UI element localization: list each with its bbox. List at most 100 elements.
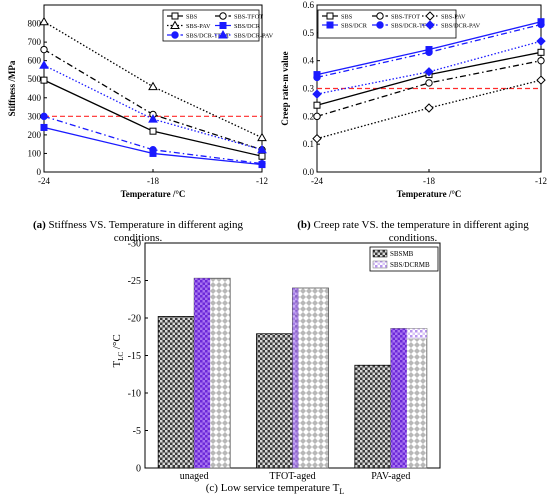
legend-label: SBS/DCR-TFOT — [186, 33, 230, 40]
y-tick-label: 0 — [37, 167, 42, 177]
bar-sbs-dcrmb-shade — [390, 328, 407, 468]
legend: SBS SBS-TFOT SBS-PAV SBS/DCR SBS/DCR-TFOT SBS… — [317, 9, 481, 39]
legend-swatch-marker — [171, 12, 179, 20]
data-point — [148, 114, 158, 123]
y-tick-label: 300 — [28, 111, 42, 121]
x-tick-label: -12 — [256, 176, 268, 186]
data-point — [40, 76, 48, 84]
data-point — [312, 89, 322, 99]
legend-label: SBS-PAV — [186, 23, 211, 30]
y-tick-label: 800 — [28, 19, 42, 29]
y-axis-label: Stiffness /MPa — [7, 60, 17, 116]
bar-sbs-dcrmb-shade — [194, 278, 211, 468]
data-point — [312, 133, 322, 144]
data-point — [537, 20, 545, 29]
legend-swatch — [372, 249, 388, 258]
y-tick-label: 0.1 — [303, 139, 314, 149]
caption-a-letter: (a) — [32, 219, 46, 231]
legend-swatch-marker — [376, 21, 384, 29]
x-tick-label: TFOT-aged — [269, 471, 315, 482]
caption-b-text: Creep rate VS. the temperature in differ… — [313, 219, 529, 231]
data-point — [313, 101, 321, 109]
y-tick-label: 0.6 — [303, 0, 315, 10]
y-tick-label: 200 — [28, 130, 42, 140]
x-axis-label: Temperature /°C — [397, 189, 462, 199]
x-tick-label: -18 — [423, 176, 435, 186]
legend-swatch-marker — [219, 22, 227, 29]
legend: SBS SBS-TFOT SBS-PAV SBS/DCR SBS/DCR-TFOT SBS… — [162, 9, 274, 42]
bar-sbsmb — [354, 364, 392, 469]
y-tick-label: 0 — [136, 464, 141, 475]
x-tick-label: -24 — [38, 176, 50, 186]
y-tick-label: 500 — [28, 74, 42, 84]
caption-b-letter: (b) — [297, 219, 311, 231]
data-point — [537, 48, 545, 56]
legend-label: SBS-TFOT — [391, 14, 420, 21]
bar-sbs-dcrmb-shade — [292, 288, 299, 468]
legend-label: SBS-PAV — [441, 14, 466, 21]
caption-a: (a) Stiffness VS. Temperature in differe… — [0, 219, 276, 245]
stiffness-chart: 0 100 200 300 400 500 600 700 800 -24 -18 -12 Temper… — [7, 4, 274, 199]
legend-label: SBS/DCR-TFOT — [391, 23, 435, 30]
data-point — [40, 45, 48, 54]
series-line — [43, 64, 263, 151]
data-point — [425, 48, 433, 57]
y-tick-label: 0.5 — [303, 28, 315, 38]
data-point — [40, 123, 48, 131]
bar-sbs-dcrmb-shade — [406, 328, 427, 339]
y-tick-label: 100 — [28, 148, 42, 158]
legend-swatch-marker — [218, 29, 228, 39]
y-tick-label: -15 — [128, 351, 141, 362]
legend-label: SBS/DCR-PAV — [234, 33, 274, 40]
data-point — [424, 103, 434, 113]
y-tick-label: -5 — [133, 426, 141, 437]
legend: SBSMB SBS/DCRMB — [369, 246, 439, 272]
caption-b-text-line2: conditions. — [388, 232, 438, 244]
legend-swatch-marker — [376, 12, 384, 20]
data-point — [258, 152, 266, 160]
data-point — [536, 75, 546, 85]
data-point — [257, 132, 267, 142]
data-point — [424, 67, 434, 77]
data-point — [149, 146, 157, 154]
series-line — [316, 51, 542, 106]
data-point — [39, 60, 49, 69]
y-tick-label: -20 — [128, 314, 141, 325]
legend-label: SBSMB — [390, 250, 414, 258]
data-point — [425, 79, 433, 87]
x-tick-label: -12 — [535, 176, 547, 186]
legend-swatch-marker — [425, 11, 435, 21]
data-point — [257, 144, 267, 154]
y-tick-label: -25 — [128, 276, 141, 287]
y-tick-label: -10 — [128, 389, 141, 400]
data-point — [313, 73, 321, 82]
low-service-temperature-chart: -30 -25 -20 -15 -10 -5 0 unaged TFOT-aged PAV-age… — [111, 239, 441, 482]
bar-sbsmb — [256, 333, 293, 469]
y-tick-label: 0.3 — [303, 84, 315, 94]
legend-label: SBS/DCR-PAV — [441, 23, 481, 30]
legend-swatch-marker — [326, 12, 334, 20]
caption-c: (c) Low service temperature TL — [0, 482, 550, 498]
data-point — [313, 112, 321, 121]
y-axis-label: Creep rate-m value — [280, 51, 290, 125]
legend-label: SBS-TFOT — [234, 14, 263, 21]
x-tick-label: -24 — [311, 176, 323, 186]
legend-swatch-marker — [326, 21, 334, 29]
bar-sbsmb — [157, 316, 195, 469]
caption-c-text: (c) Low service temperature T — [205, 482, 340, 494]
y-axis-label: TLC /°C — [111, 334, 125, 367]
data-point — [149, 127, 157, 135]
x-tick-label: unaged — [180, 471, 209, 482]
data-point — [536, 36, 546, 46]
caption-a-text-line2: conditions. — [113, 232, 163, 244]
data-point — [148, 81, 158, 91]
data-point — [258, 159, 266, 168]
legend-label: SBS/DCRMB — [390, 261, 430, 269]
caption-b: (b) Creep rate VS. the temperature in di… — [276, 219, 550, 245]
y-tick-label: 400 — [28, 93, 42, 103]
data-point — [537, 56, 545, 65]
data-point — [39, 16, 49, 26]
series-line — [316, 23, 542, 79]
caption-a-text: Stiffness VS. Temperature in different a… — [48, 219, 244, 231]
